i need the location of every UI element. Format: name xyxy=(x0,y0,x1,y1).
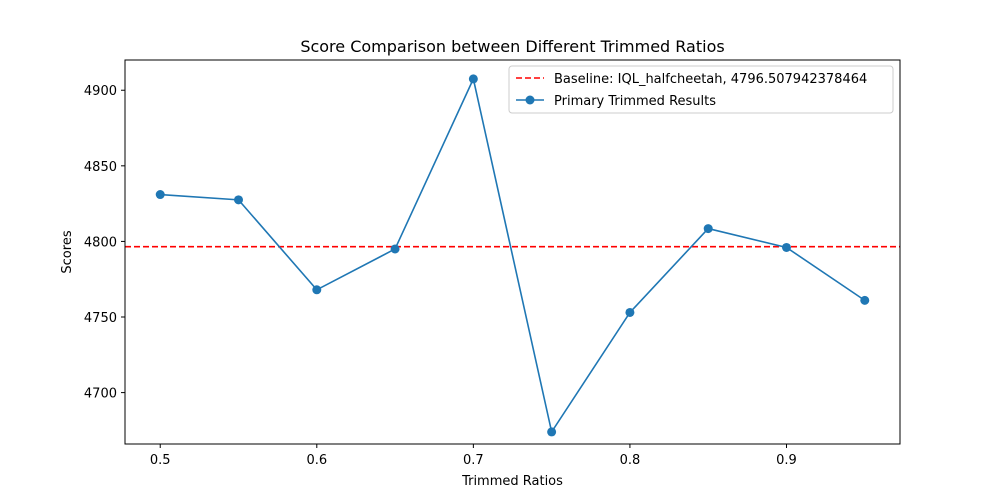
y-tick-label: 4850 xyxy=(84,160,117,175)
data-point xyxy=(547,427,557,437)
data-point xyxy=(625,307,635,317)
data-point xyxy=(781,242,791,252)
series-points xyxy=(155,74,870,437)
x-tick-label: 0.9 xyxy=(776,453,797,468)
legend: Baseline: IQL_halfcheetah, 4796.50794237… xyxy=(508,65,894,114)
y-tick-label: 4700 xyxy=(84,387,117,402)
y-axis-title: Scores xyxy=(60,230,75,273)
x-tick-label: 0.6 xyxy=(306,453,327,468)
y-tick-label: 4750 xyxy=(84,311,117,326)
legend-baseline-label: Baseline: IQL_halfcheetah, 4796.50794237… xyxy=(554,72,867,87)
y-axis-ticks: 4700 4750 4800 4850 4900 xyxy=(84,84,125,402)
data-point xyxy=(390,244,400,254)
plot-frame xyxy=(124,59,901,445)
data-point xyxy=(312,285,322,295)
x-tick-label: 0.5 xyxy=(150,453,171,468)
legend-series-marker xyxy=(525,95,535,105)
chart-title: Score Comparison between Different Trimm… xyxy=(300,37,724,56)
series-line-primary-trimmed-results xyxy=(160,76,866,434)
y-tick-label: 4800 xyxy=(84,235,117,250)
data-point xyxy=(234,195,244,205)
data-point xyxy=(468,74,478,84)
y-tick-label: 4900 xyxy=(84,84,117,99)
x-axis-title: Trimmed Ratios xyxy=(461,474,563,489)
data-point xyxy=(860,295,870,305)
legend-series-label: Primary Trimmed Results xyxy=(554,94,716,109)
x-tick-label: 0.8 xyxy=(620,453,641,468)
data-point xyxy=(155,190,165,200)
x-axis-ticks: 0.5 0.6 0.7 0.8 0.9 xyxy=(150,444,797,468)
x-tick-label: 0.7 xyxy=(463,453,484,468)
data-point xyxy=(703,224,713,234)
legend-box xyxy=(508,65,894,114)
